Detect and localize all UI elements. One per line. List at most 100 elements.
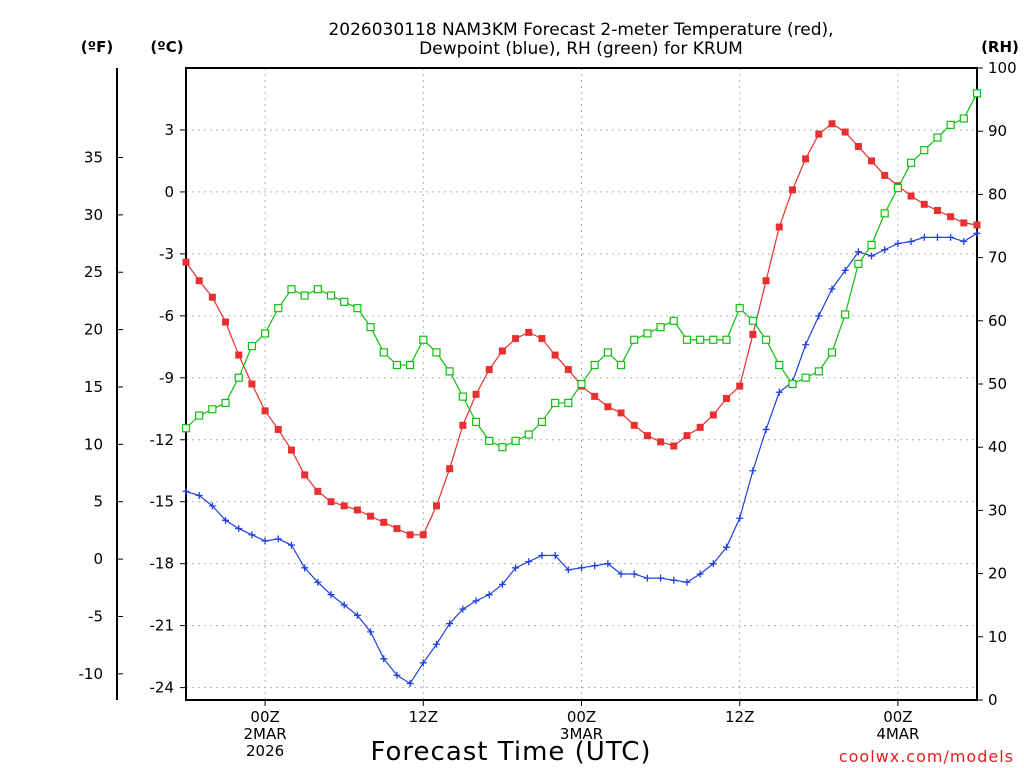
dewpoint-point (248, 531, 256, 539)
rh-point (340, 297, 349, 306)
temperature-point (353, 506, 361, 514)
credit-text: coolwx.com/models (839, 747, 1014, 766)
rh-tick-label: 40 (988, 438, 1007, 456)
temperature-point (683, 432, 691, 440)
temperature-point (881, 171, 889, 179)
temperature-point (591, 392, 599, 400)
rh-point (880, 209, 889, 218)
rh-point (471, 417, 481, 427)
temperature-point (643, 432, 651, 440)
celsius-tick-label: -21 (150, 617, 175, 635)
dewpoint-point (222, 516, 230, 524)
rh-point (432, 348, 441, 357)
rh-point (274, 304, 283, 313)
dewpoint-point (578, 564, 585, 572)
dewpoint-point (854, 248, 862, 256)
dewpoint-point (683, 578, 691, 586)
dewpoint-point (195, 492, 203, 500)
rh-point (761, 335, 771, 344)
rh-point (524, 430, 533, 439)
temperature-point (222, 318, 230, 326)
rh-point (630, 335, 639, 344)
dewpoint-point (947, 233, 955, 241)
rh-tick-label: 100 (988, 59, 1017, 77)
rh-point (498, 443, 507, 452)
fahrenheit-tick-label: 10 (84, 435, 103, 453)
dewpoint-point (749, 467, 757, 475)
dewpoint-point (723, 543, 731, 551)
dewpoint-point (736, 514, 744, 522)
temperature-point (406, 531, 414, 539)
dewpoint-point (327, 591, 335, 599)
dewpoint-point (538, 551, 546, 559)
rh-point (392, 360, 402, 370)
temperature-point (367, 512, 375, 520)
fahrenheit-tick-label: -5 (88, 607, 103, 625)
dewpoint-point (472, 597, 480, 605)
dewpoint-point (933, 233, 941, 241)
time-tick-label: 12Z (725, 708, 754, 726)
rh-axis-ticks: 0 10 20 30 40 50 60 70 80 90 100 (977, 59, 1017, 709)
celsius-tick-label: 3 (164, 121, 174, 139)
rh-point (696, 335, 705, 344)
celsius-tick-label: 0 (164, 183, 174, 201)
celsius-axis-ticks: -24 -21 -18 -15 -12 -9 -6 -3 0 3 (150, 121, 186, 697)
temperature-point (314, 487, 322, 495)
temperature-point (287, 446, 295, 454)
dewpoint-point (868, 252, 876, 260)
temperature-point (762, 277, 770, 285)
time-tick-label: 00Z (567, 708, 596, 726)
temperature-point (393, 525, 401, 533)
rh-point (867, 240, 876, 250)
temperature-point (525, 328, 533, 336)
dewpoint-point (973, 229, 981, 237)
temperature-point (920, 200, 928, 208)
temperature-point (709, 411, 717, 419)
time-tick-label: 00Z (883, 708, 912, 726)
rh-point (379, 348, 388, 357)
rh-point (287, 285, 296, 294)
temperature-point (472, 390, 480, 398)
celsius-tick-label: -15 (150, 493, 175, 511)
temperature-point (696, 423, 704, 431)
temperature-point (947, 213, 955, 221)
temperature-point (340, 502, 348, 510)
celsius-axis-unit: (ºC) (150, 38, 183, 56)
rh-tick-label: 80 (988, 185, 1007, 203)
temperature-point (485, 366, 493, 374)
fahrenheit-axis-ticks: -10 -5 0 5 10 15 20 25 30 35 (79, 148, 123, 683)
dewpoint-point (709, 560, 717, 568)
rh-tick-label: 60 (988, 312, 1007, 330)
temperature-point (736, 382, 744, 390)
temperature-point (802, 155, 810, 163)
temperature-point (380, 518, 388, 526)
rh-point (577, 379, 586, 389)
temperature-point (274, 425, 282, 433)
temperature-point (551, 351, 559, 359)
rh-tick-label: 30 (988, 501, 1007, 519)
dewpoint-point (630, 570, 638, 578)
temperature-point (933, 207, 941, 215)
rh-point (656, 323, 665, 332)
temperature-point (960, 219, 968, 227)
rh-point (959, 114, 968, 123)
temperature-point (617, 409, 625, 417)
temperature-point (248, 380, 256, 388)
dewpoint-point (287, 541, 295, 549)
dewpoint-point (406, 679, 414, 687)
rh-point (300, 291, 309, 300)
dewpoint-point (367, 628, 375, 636)
dewpoint-point (419, 659, 427, 667)
dewpoint-point (261, 537, 269, 545)
fahrenheit-tick-label: 0 (93, 550, 103, 568)
rh-point (854, 259, 863, 269)
rh-point (564, 398, 573, 408)
temperature-point (301, 471, 309, 479)
rh-point (234, 373, 243, 382)
rh-point (247, 341, 257, 351)
fahrenheit-tick-label: 20 (84, 321, 103, 339)
celsius-tick-label: -18 (150, 555, 175, 573)
fahrenheit-tick-label: -10 (79, 665, 104, 683)
